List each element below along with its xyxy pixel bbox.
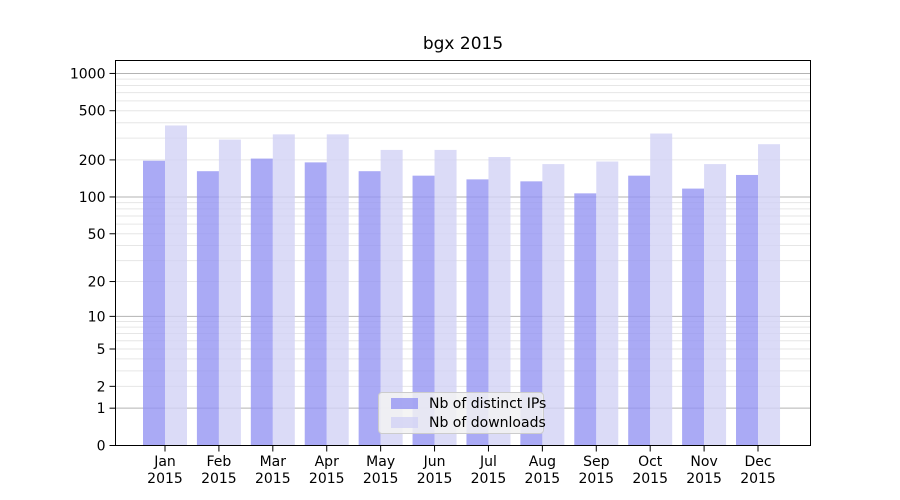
plot-border [115, 60, 811, 446]
x-tick-label-month: Aug [529, 454, 556, 470]
chart-title: bgx 2015 [422, 34, 504, 54]
x-tick-label-month: Nov [690, 454, 717, 470]
bar-distinct-ips-nov [682, 188, 705, 446]
x-tick-label-month: Oct [638, 454, 663, 470]
legend-box: Nb of distinct IPs Nb of downloads [378, 392, 546, 434]
legend-label-downloads: Nb of downloads [429, 414, 546, 431]
bar-distinct-ips-sep [574, 193, 597, 446]
bar-downloads-jan [165, 125, 187, 446]
legend-label-distinct-ips: Nb of distinct IPs [429, 395, 547, 412]
x-tick-label-month: Feb [207, 454, 232, 470]
x-tick-label-month: Apr [315, 454, 339, 470]
bar-distinct-ips-apr [304, 162, 327, 446]
bar-distinct-ips-jan [143, 160, 165, 446]
bar-distinct-ips-jun [412, 175, 435, 446]
y-tick-label: 100 [79, 190, 106, 206]
x-tick-label-year: 2015 [525, 471, 561, 487]
legend-swatch-downloads [391, 417, 418, 428]
x-tick-label-year: 2015 [255, 471, 291, 487]
x-tick-label-month: Jul [479, 454, 497, 470]
x-tick-label-year: 2015 [417, 471, 453, 487]
y-tick-label: 50 [88, 227, 106, 243]
bar-distinct-ips-mar [250, 158, 273, 446]
x-tick-label-month: Dec [744, 454, 771, 470]
bar-distinct-ips-jul [466, 179, 489, 446]
y-tick-label: 10 [88, 309, 106, 325]
x-tick-label-year: 2015 [632, 471, 668, 487]
bar-distinct-ips-dec [736, 174, 759, 446]
legend-swatch-distinct-ips [391, 398, 418, 409]
bar-downloads-apr [326, 134, 349, 446]
x-tick-label-month: Sep [583, 454, 610, 470]
x-tick-label-year: 2015 [471, 471, 507, 487]
x-tick-label-month: Jun [423, 454, 446, 470]
bar-downloads-feb [218, 139, 241, 446]
y-tick-label: 200 [79, 153, 106, 169]
y-tick-label: 5 [97, 342, 106, 358]
bar-downloads-jun [434, 149, 457, 446]
y-tick-label: 20 [88, 275, 106, 291]
x-tick-label-month: Mar [260, 454, 287, 470]
y-tick-label: 1000 [70, 66, 106, 82]
x-tick-label-year: 2015 [740, 471, 776, 487]
bar-distinct-ips-feb [196, 171, 219, 446]
bar-downloads-jul [488, 157, 511, 446]
x-tick-label-year: 2015 [147, 471, 183, 487]
bar-downloads-nov [704, 164, 727, 446]
y-tick-label: 0 [97, 439, 106, 455]
x-tick-label-year: 2015 [578, 471, 614, 487]
y-tick-label: 1 [97, 401, 106, 417]
x-tick-label-year: 2015 [686, 471, 722, 487]
y-tick-label: 500 [79, 104, 106, 120]
legend-entry-distinct-ips: Nb of distinct IPs [385, 395, 546, 412]
x-tick-label-month: Jan [153, 454, 176, 470]
bar-downloads-mar [272, 134, 295, 446]
bar-downloads-dec [758, 144, 781, 446]
bar-downloads-sep [596, 161, 619, 446]
x-tick-label-year: 2015 [201, 471, 237, 487]
legend-entry-downloads: Nb of downloads [385, 414, 546, 431]
x-tick-label-month: May [366, 454, 395, 470]
bar-downloads-oct [650, 133, 673, 446]
x-tick-label-year: 2015 [363, 471, 399, 487]
bar-distinct-ips-aug [520, 181, 543, 446]
y-tick-label: 2 [97, 379, 106, 395]
bar-downloads-may [380, 149, 403, 446]
bar-distinct-ips-may [358, 171, 381, 446]
bar-distinct-ips-oct [628, 175, 651, 446]
x-tick-label-year: 2015 [309, 471, 345, 487]
bar-downloads-aug [542, 164, 565, 446]
